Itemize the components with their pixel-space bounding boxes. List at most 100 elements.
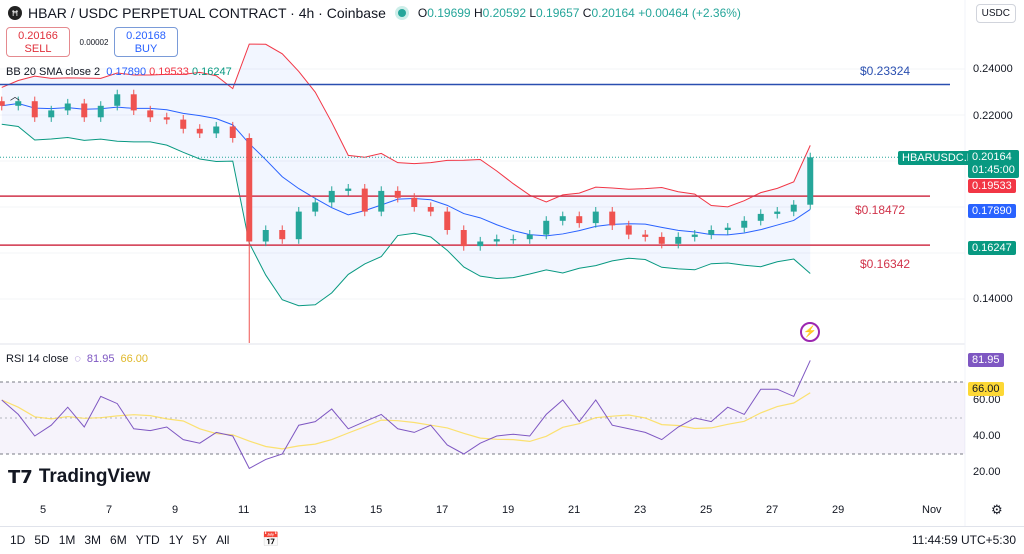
candle-body	[163, 117, 170, 120]
hline-label: $0.23324	[860, 64, 911, 78]
open-value: 0.19699	[427, 6, 471, 20]
candle-body	[724, 227, 731, 230]
candle-body	[361, 188, 368, 212]
candle-body	[708, 230, 715, 235]
range-button-6m[interactable]: 6M	[110, 533, 127, 547]
x-axis-label: 5	[40, 504, 47, 516]
candle-body	[48, 110, 55, 118]
candle-body	[675, 236, 682, 244]
sell-button[interactable]: 0.20166 SELL	[6, 27, 70, 57]
rsi-ma-value: 66.00	[120, 353, 148, 365]
bb-label: BB 20 SMA close 2	[6, 66, 101, 78]
candle-body	[543, 220, 550, 235]
chart-title-bar: Ħ HBAR / USDC PERPETUAL CONTRACT · 4h · …	[8, 5, 741, 21]
candle-body	[790, 204, 797, 212]
candle-body	[81, 103, 88, 118]
candle-body	[625, 225, 632, 235]
candle-body	[147, 110, 154, 118]
candle-body	[97, 105, 104, 118]
range-button-5y[interactable]: 5Y	[192, 533, 208, 547]
brand-name: TradingView	[38, 466, 151, 487]
rsi-loading-icon: ◌	[74, 353, 81, 365]
range-button-all[interactable]: All	[216, 533, 230, 547]
x-axis-label: 11	[238, 504, 250, 516]
symbol-tag: HBARUSDC.P	[898, 151, 979, 165]
bb-upper-value: 0.19533	[149, 66, 189, 78]
lightning-alert-icon[interactable]: ⚡	[800, 322, 820, 342]
range-button-1m[interactable]: 1M	[58, 533, 76, 547]
rsi-label: RSI 14 close	[6, 353, 69, 365]
sell-price: 0.20166	[18, 30, 58, 42]
candle-body	[229, 126, 236, 138]
candle-body	[510, 239, 517, 241]
clock-time[interactable]: 11:44:59 UTC+5:30	[911, 533, 1016, 547]
bb-lower-line	[1, 123, 811, 307]
symbol-title[interactable]: HBAR / USDC PERPETUAL CONTRACT · 4h · Co…	[28, 5, 386, 21]
price-axis-label: 0.22000	[973, 110, 1013, 122]
candle-body	[279, 230, 286, 240]
candle-body	[493, 239, 500, 242]
candle-body	[213, 126, 220, 134]
currency-selector[interactable]: USDC	[975, 4, 1016, 23]
candle-body	[526, 234, 533, 240]
bar-countdown: 01:45:00	[972, 164, 1015, 176]
bb-upper-tag: 0.19533	[968, 179, 1016, 193]
candle-body	[559, 216, 566, 221]
rsi-axis-label: 40.00	[973, 430, 1001, 442]
bb-basis-tag: 0.17890	[968, 204, 1016, 218]
rsi-legend[interactable]: RSI 14 close ◌ 81.95 66.00	[6, 353, 148, 365]
tradingview-logo[interactable]: 𝗧𝟳 TradingView	[8, 466, 151, 487]
bb-upper-line	[1, 43, 811, 208]
market-status-icon	[397, 9, 406, 17]
rsi-value-tag: 81.95	[968, 353, 1004, 367]
change-value: +0.00464 (+2.36%)	[638, 6, 741, 20]
candle-body	[130, 94, 137, 111]
x-axis-label: 25	[700, 504, 713, 516]
candle-body	[427, 207, 434, 212]
candle-body	[345, 188, 352, 191]
high-value: 0.20592	[482, 6, 527, 20]
x-axis-label: 17	[436, 504, 449, 516]
rsi-value: 81.95	[86, 353, 115, 365]
candle-body	[114, 94, 121, 106]
hbar-logo-icon: Ħ	[8, 6, 22, 20]
candle-body	[0, 101, 5, 106]
candle-body	[15, 101, 22, 106]
x-axis-label: 15	[370, 504, 383, 516]
x-axis-label: 29	[832, 504, 845, 516]
bb-band-fill	[1, 44, 811, 306]
range-button-5d[interactable]: 5D	[34, 533, 50, 547]
range-button-ytd[interactable]: YTD	[135, 533, 160, 547]
x-axis-label: 19	[502, 504, 515, 516]
candle-body	[741, 220, 748, 228]
candle-body	[196, 128, 203, 134]
candle-body	[262, 230, 269, 242]
candle-body	[642, 234, 649, 237]
bb-basis-value: 0.17890	[106, 66, 147, 78]
x-axis-label: 7	[106, 504, 113, 516]
candle-body	[411, 197, 418, 207]
low-value: 0.19657	[536, 6, 580, 20]
range-button-3m[interactable]: 3M	[84, 533, 102, 547]
range-button-1d[interactable]: 1D	[10, 533, 26, 547]
calendar-goto-icon[interactable]: 📅	[262, 531, 280, 547]
rsi-line	[1, 360, 811, 470]
candle-body	[378, 190, 385, 212]
buy-price: 0.20168	[126, 30, 166, 42]
settings-gear-icon[interactable]: ⚙	[991, 502, 1003, 517]
candle-body	[757, 213, 764, 221]
range-button-1y[interactable]: 1Y	[168, 533, 184, 547]
sell-label: SELL	[24, 43, 52, 55]
x-axis-label: Nov	[922, 504, 942, 516]
x-axis-label: 23	[634, 504, 647, 516]
buy-button[interactable]: 0.20168 BUY	[114, 27, 178, 57]
candle-body	[576, 216, 583, 224]
rsi-axis-label: 60.00	[973, 394, 1001, 406]
bb-legend[interactable]: BB 20 SMA close 2 0.17890 0.19533 0.1624…	[6, 66, 232, 78]
collapse-chevron-icon[interactable]: ︿	[10, 92, 20, 103]
candle-body	[180, 119, 187, 129]
candle-body	[444, 211, 451, 230]
candle-body	[460, 230, 467, 247]
candle-body	[592, 211, 599, 224]
